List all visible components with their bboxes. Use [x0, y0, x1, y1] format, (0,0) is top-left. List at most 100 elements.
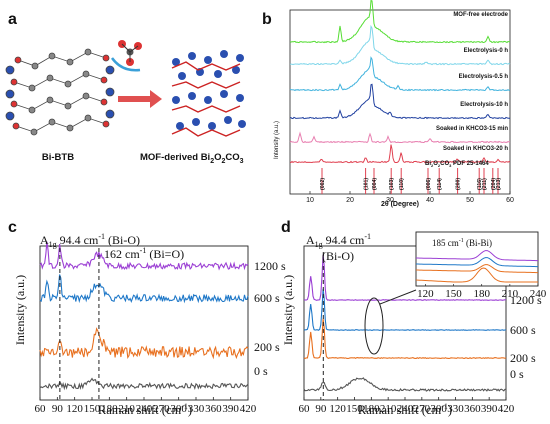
b-ref-peak-label: (101)	[364, 178, 370, 190]
frame	[39, 245, 249, 401]
x-tick-label: 420	[240, 403, 257, 415]
b-ref-peak-label: (200)	[456, 178, 462, 190]
c-xlabel: Raman shift (cm-1)	[98, 402, 192, 417]
inset-frame	[415, 231, 539, 287]
bi-btb-caption: Bi-BTB	[42, 152, 74, 163]
inset-tick-label: 120	[417, 288, 434, 300]
series-line	[39, 274, 249, 304]
b-tick-label: 10	[306, 197, 314, 204]
series-line	[303, 318, 507, 360]
b-tick-label: 40	[426, 197, 434, 204]
inset-tick-label: 240	[530, 288, 547, 300]
x-tick-label: 360	[205, 403, 222, 415]
panel-b-label: b	[262, 11, 272, 28]
b-reference-label: Bi2O2CO3 PDF 25-1464	[425, 161, 489, 168]
b-series-label: Electrolysis-0.5 h	[459, 74, 509, 80]
b-ref-peak-label: (204)	[491, 178, 497, 190]
inset-tick-label: 210	[502, 288, 519, 300]
x-tick-label: 150	[84, 403, 101, 415]
xrd-chart: 10 20 30 40 50 60 MOF-free electrode Electrolys…	[289, 0, 514, 204]
x-tick-label: 90	[315, 403, 327, 415]
b-series-line	[289, 0, 510, 44]
b-ref-peak-label: (004)	[372, 178, 378, 190]
d-ylabel: Intensity (a.u.)	[281, 275, 295, 345]
inset-series-line	[416, 257, 538, 268]
b-series-line	[289, 83, 511, 120]
x-tick-label: 270	[153, 403, 170, 415]
c-a1g-annotation: A1g 94.4 cm-1 (Bi-O)	[40, 232, 140, 249]
inset-tick-label: 180	[473, 288, 490, 300]
x-tick-label: 120	[66, 403, 83, 415]
b-ref-peak-label: (114)	[437, 178, 443, 190]
x-tick-label: 210	[118, 403, 135, 415]
zoom-ellipse	[364, 297, 384, 355]
panel-c-label: c	[8, 219, 17, 236]
b-ref-peak-label: (002)	[320, 178, 326, 190]
btb-chain-3	[10, 92, 108, 114]
zoom-arrow-icon	[379, 289, 417, 305]
b-series-label: Soaked in KHCO3-15 min	[436, 126, 508, 132]
series-line	[303, 377, 507, 392]
b-xlabel: 2θ (Degree)	[381, 201, 419, 208]
b-ref-peak-label: (006)	[426, 178, 432, 190]
x-tick-label: 240	[136, 403, 153, 415]
transformation-arrow-icon	[118, 90, 162, 108]
inset-series-line	[416, 250, 538, 262]
bi-btb-structure	[5, 48, 115, 136]
b-ref-peak-label: (116)	[477, 178, 483, 190]
b-ref-peak-label: (213)	[496, 178, 502, 190]
x-tick-label: 300	[430, 403, 447, 415]
x-tick-label: 360	[464, 403, 481, 415]
x-tick-label: 150	[346, 403, 363, 415]
x-tick-label: 90	[52, 403, 64, 415]
mof-derived-caption: MOF-derived Bi2O2CO3	[140, 152, 244, 165]
series-label: 200 s	[510, 351, 536, 365]
raman-chart-c: 60 90 120 150 180 210 240 270 300 330 360 390 420 120…	[35, 241, 286, 415]
series-line	[39, 377, 249, 391]
series-label: 200 s	[254, 340, 280, 354]
inset-tick-label: 150	[445, 288, 462, 300]
x-tick-label: 330	[447, 403, 464, 415]
b-tick-label: 20	[346, 197, 354, 204]
series-label: 600 s	[510, 323, 536, 337]
b-series-label: Soaked in KHCO3-20 h	[443, 146, 508, 152]
btb-chain-1	[14, 48, 110, 70]
btb-chain-2	[10, 70, 108, 92]
x-tick-label: 390	[481, 403, 498, 415]
b-ref-peak-label: (103)	[389, 178, 395, 190]
series-line	[39, 241, 249, 271]
b-ylabel: Intensity (a.u.)	[274, 121, 280, 159]
b-ref-peak-label: (211)	[482, 178, 488, 190]
x-tick-label: 420	[498, 403, 515, 415]
x-tick-label: 330	[188, 403, 205, 415]
d-xlabel: Raman shift (cm-1)	[358, 402, 452, 417]
series-line	[39, 327, 249, 360]
series-label: 0 s	[254, 364, 268, 378]
series-line	[303, 288, 507, 331]
series-line	[303, 254, 506, 301]
c-ylabel: Intensity (a.u.)	[13, 275, 27, 345]
x-tick-label: 300	[170, 403, 187, 415]
b-series-label: Electrolysis-10 h	[460, 102, 508, 108]
x-tick-label: 390	[222, 403, 239, 415]
b-tick-label: 60	[506, 197, 514, 204]
b-series-line	[289, 56, 511, 92]
b-series-line	[289, 24, 511, 66]
series-label: 1200 s	[510, 293, 542, 307]
panel-a-label: a	[8, 11, 17, 28]
btb-chain-4	[12, 114, 110, 136]
b-series-label: Electrolysis-0 h	[464, 48, 509, 54]
raman-chart-d: 60 90 120 150 180 210 240 270 300 330 360 390 420120…	[299, 231, 547, 415]
d-a1g-annotation: A1g 94.4 cm-1	[306, 232, 371, 249]
c-162-annotation: 162 cm-1 (Bi=O)	[104, 246, 184, 261]
b-tick-label: 50	[466, 197, 474, 204]
x-tick-label: 210	[380, 403, 397, 415]
x-tick-label: 270	[414, 403, 431, 415]
inset-series-line	[415, 267, 538, 283]
b-tick-label: 30	[386, 197, 394, 204]
b-ref-peak-label: (110)	[399, 178, 405, 190]
bi2o2co3-structure	[171, 50, 246, 137]
series-label: 0 s	[510, 367, 524, 381]
x-tick-label: 240	[397, 403, 414, 415]
